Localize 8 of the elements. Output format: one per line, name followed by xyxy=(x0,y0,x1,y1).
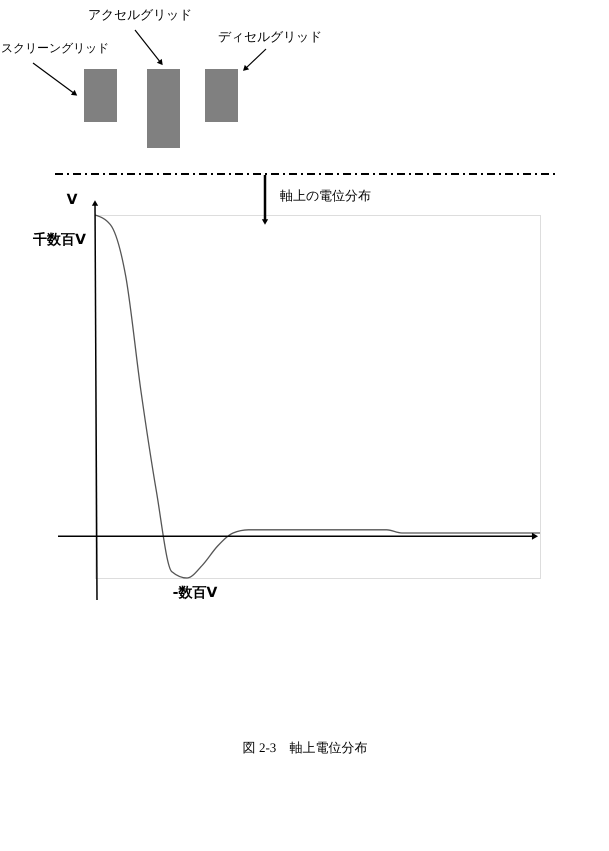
text: アクセルグリッド xyxy=(88,8,192,23)
text: 軸上の電位分布 xyxy=(280,189,371,204)
y-axis-title: V xyxy=(66,192,78,208)
annotation: -数百V xyxy=(172,585,218,601)
text: 千数百V xyxy=(32,231,86,248)
text: スクリーングリッド xyxy=(1,41,109,55)
caption: 図 2-3 軸上電位分布 xyxy=(242,740,368,755)
text: ディセルグリッド xyxy=(218,30,322,45)
